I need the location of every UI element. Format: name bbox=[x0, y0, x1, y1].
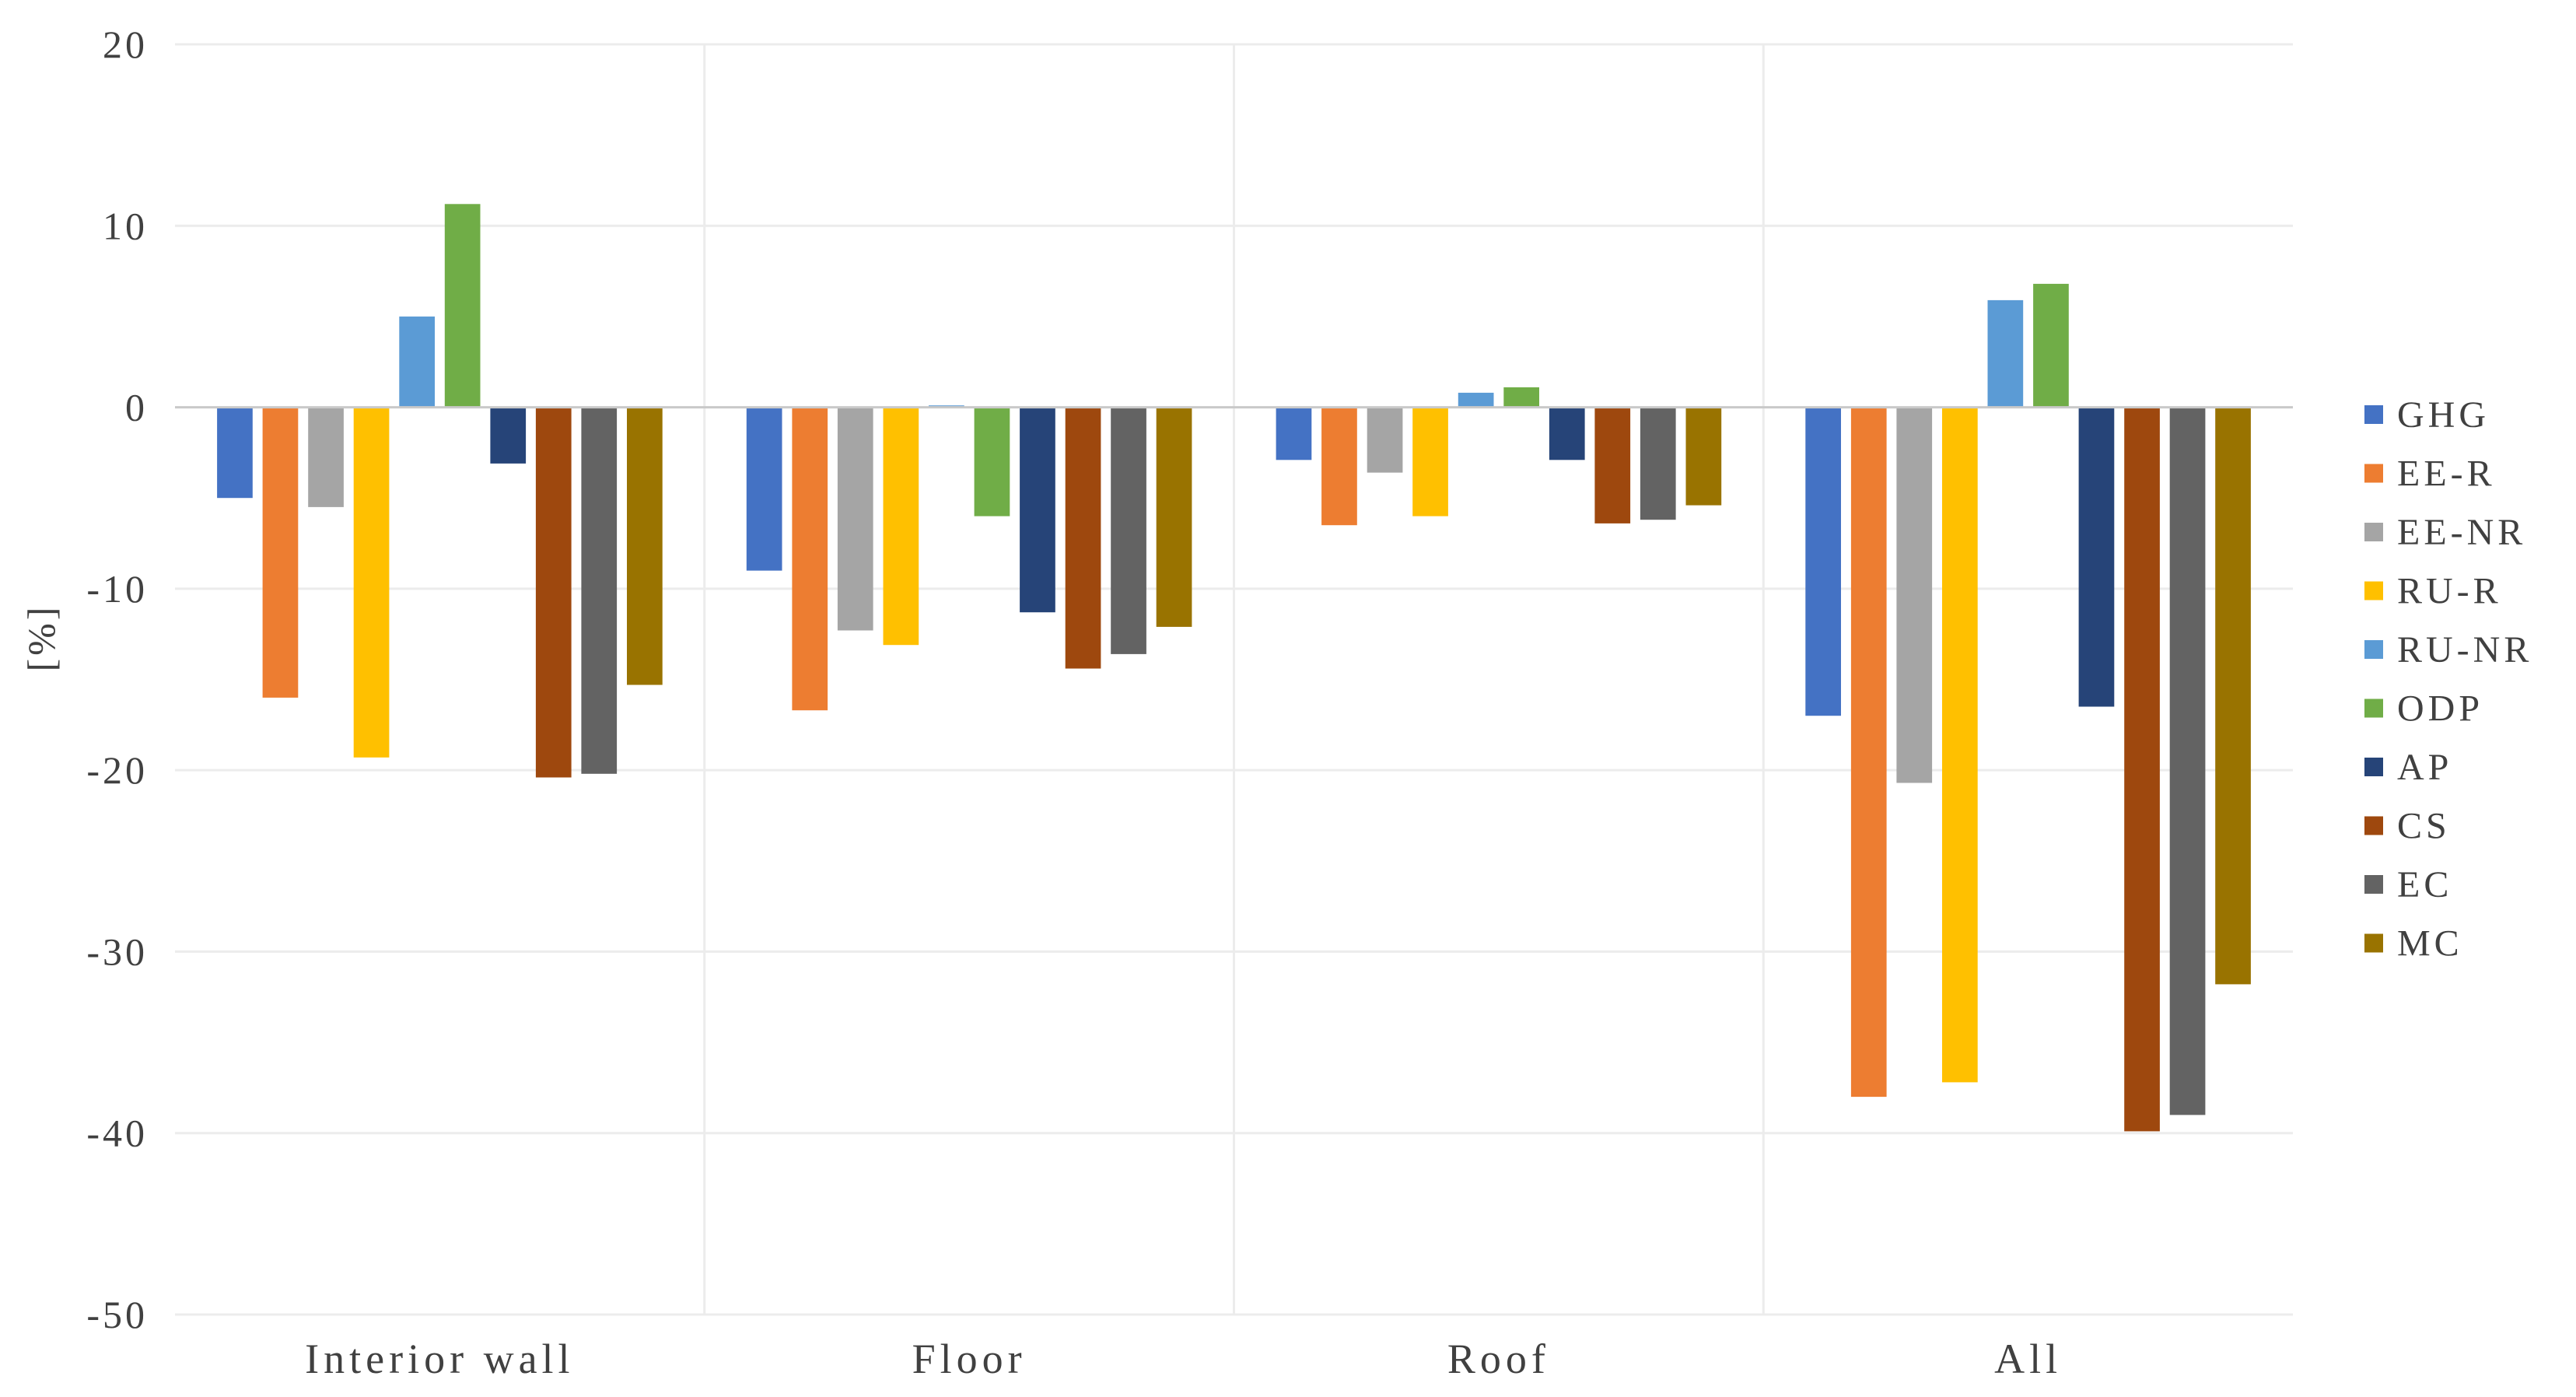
bar-mc bbox=[2215, 407, 2251, 985]
legend-label: RU-NR bbox=[2397, 629, 2532, 670]
legend: GHG EE-R EE-NR RU-R RU-NR ODP AP CS EC MC bbox=[2364, 394, 2532, 965]
y-tick-label: 0 bbox=[125, 386, 148, 429]
legend-label: ODP bbox=[2397, 688, 2483, 730]
bar-ru-r bbox=[1942, 407, 1978, 1083]
bar-mc bbox=[1685, 407, 1722, 506]
bars bbox=[217, 204, 2251, 1132]
legend-label: CS bbox=[2397, 806, 2451, 847]
bar-cs bbox=[2124, 407, 2160, 1132]
bar-ee-r bbox=[1321, 407, 1357, 526]
legend-label: RU-R bbox=[2397, 571, 2502, 612]
legend-label: MC bbox=[2397, 923, 2463, 965]
bar-ru-r bbox=[353, 407, 390, 758]
bar-ap bbox=[1549, 407, 1585, 460]
bar-ee-nr bbox=[1896, 407, 1933, 783]
x-tick-label: Interior wall bbox=[305, 1336, 574, 1382]
y-tick-label: 20 bbox=[103, 23, 148, 66]
legend-swatch bbox=[2364, 933, 2383, 953]
bar-cs bbox=[535, 407, 572, 778]
bar-ru-r bbox=[1412, 407, 1448, 516]
bar-ec bbox=[1640, 407, 1676, 520]
bar-odp bbox=[444, 204, 481, 408]
bar-mc bbox=[627, 407, 663, 685]
bar-ghg bbox=[1805, 407, 1841, 716]
bar-ec bbox=[2169, 407, 2206, 1115]
bar-ghg bbox=[217, 407, 253, 499]
bar-mc bbox=[1156, 407, 1192, 627]
y-tick-label: -40 bbox=[86, 1112, 148, 1155]
y-tick-label: 10 bbox=[103, 204, 148, 247]
bar-ee-nr bbox=[308, 407, 344, 507]
legend-label: EC bbox=[2397, 864, 2452, 905]
y-tick-label: -20 bbox=[86, 748, 148, 792]
axes: [%] 20 10 0 -10 -20 -30 -40 -50 Interior wall Flo… bbox=[19, 23, 2293, 1382]
legend-swatch bbox=[2364, 523, 2383, 541]
legend-swatch bbox=[2364, 405, 2383, 424]
y-tick-label: -10 bbox=[86, 567, 148, 611]
legend-swatch bbox=[2364, 464, 2383, 483]
legend-swatch bbox=[2364, 581, 2383, 600]
legend-label: AP bbox=[2397, 747, 2452, 788]
bar-ru-nr bbox=[1987, 299, 2024, 408]
bar-odp bbox=[2033, 283, 2069, 408]
legend-label: EE-NR bbox=[2397, 512, 2526, 553]
bar-ee-nr bbox=[1367, 407, 1403, 473]
bar-ap bbox=[2078, 407, 2115, 707]
y-tick-label: -30 bbox=[86, 930, 148, 973]
bar-ghg bbox=[1276, 407, 1312, 460]
bar-cs bbox=[1065, 407, 1101, 669]
legend-swatch bbox=[2364, 698, 2383, 718]
x-tick-label: All bbox=[1994, 1336, 2062, 1382]
bar-ee-nr bbox=[837, 407, 873, 631]
bar-ee-r bbox=[262, 407, 299, 698]
legend-swatch bbox=[2364, 816, 2383, 835]
bar-ru-r bbox=[883, 407, 919, 646]
bar-ee-r bbox=[1850, 407, 1887, 1098]
bar-ap bbox=[490, 407, 527, 464]
bar-odp bbox=[1503, 387, 1539, 408]
legend-label: EE-R bbox=[2397, 453, 2496, 495]
bar-ru-nr bbox=[399, 316, 435, 408]
bar-cs bbox=[1594, 407, 1631, 523]
bar-odp bbox=[974, 407, 1010, 516]
legend-swatch bbox=[2364, 758, 2383, 776]
x-tick-label: Roof bbox=[1447, 1336, 1550, 1382]
y-tick-label: -50 bbox=[86, 1293, 148, 1336]
x-tick-label: Floor bbox=[912, 1336, 1027, 1382]
bar-ec bbox=[581, 407, 618, 774]
legend-swatch bbox=[2364, 640, 2383, 659]
y-axis-title: [%] bbox=[19, 604, 63, 672]
bar-ghg bbox=[746, 407, 782, 571]
legend-swatch bbox=[2364, 875, 2383, 894]
bar-ee-r bbox=[792, 407, 828, 711]
bar-ap bbox=[1020, 407, 1055, 613]
bar-ec bbox=[1111, 407, 1146, 654]
legend-label: GHG bbox=[2397, 394, 2490, 436]
bar-ru-nr bbox=[1458, 392, 1494, 408]
gridlines bbox=[175, 43, 2293, 1316]
